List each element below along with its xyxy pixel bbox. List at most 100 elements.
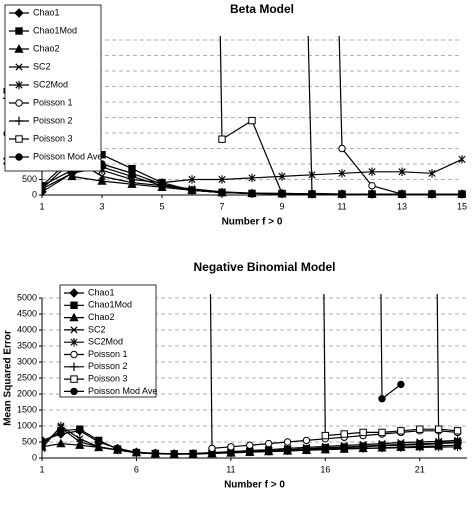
marker <box>321 431 330 440</box>
legend: Chao1 Chao1Mod Chao2 SC2 SC2Mod Poisson 1 Pois… <box>59 284 157 398</box>
x-axis-label: Number f > 0 <box>224 480 285 491</box>
chart-title: Beta Model <box>230 2 294 16</box>
marker <box>70 350 78 359</box>
marker <box>218 188 226 197</box>
x-axis-label: Number f > 0 <box>222 217 283 228</box>
marker <box>246 447 254 457</box>
x-tick-label: 9 <box>279 201 284 211</box>
legend-label: Poisson Mod Ave <box>88 386 157 396</box>
marker <box>69 362 79 371</box>
series <box>378 294 405 403</box>
marker <box>42 185 46 193</box>
x-tick-label: 13 <box>397 201 407 211</box>
legend-label: Chao1 <box>88 287 115 297</box>
legend-label: Chao1Mod <box>33 25 77 35</box>
marker <box>338 169 346 178</box>
marker <box>98 172 106 181</box>
marker <box>338 190 346 198</box>
marker <box>397 439 405 447</box>
y-tick-label: 3500 <box>17 340 37 350</box>
marker <box>378 428 386 437</box>
marker <box>42 441 46 449</box>
x-tick-label: 21 <box>415 464 425 474</box>
marker <box>132 448 141 458</box>
marker <box>321 445 329 454</box>
marker <box>368 182 376 190</box>
marker <box>434 425 443 433</box>
marker <box>398 190 406 198</box>
marker <box>128 169 136 178</box>
marker <box>453 427 462 435</box>
legend-label: Chao2 <box>88 312 115 322</box>
legend-label: SC2 <box>33 61 51 71</box>
y-tick-label: 3000 <box>17 356 37 366</box>
marker <box>378 395 386 403</box>
marker <box>15 135 23 143</box>
marker <box>453 436 462 445</box>
marker <box>95 442 103 451</box>
y-tick-label: 0 <box>32 189 37 199</box>
marker <box>248 173 256 183</box>
legend-label: Poisson 2 <box>88 361 128 371</box>
marker <box>14 8 24 18</box>
marker <box>458 190 466 198</box>
x-tick-label: 15 <box>457 201 467 211</box>
marker <box>189 449 197 459</box>
y-tick-label: 2500 <box>17 372 37 382</box>
chart-title: Negative Binomial Model <box>193 260 335 274</box>
marker <box>378 443 386 453</box>
marker <box>283 438 292 446</box>
marker <box>14 116 24 126</box>
x-tick-label: 5 <box>159 201 164 211</box>
marker <box>42 444 46 453</box>
y-tick-label: 500 <box>22 436 37 446</box>
marker <box>278 190 286 198</box>
y-axis-label: Mean Squared Error <box>3 330 14 426</box>
marker <box>368 167 376 176</box>
marker <box>170 449 178 459</box>
marker <box>397 427 405 435</box>
marker <box>265 447 273 456</box>
y-tick-label: 4000 <box>17 324 37 334</box>
x-tick-label: 11 <box>337 201 346 211</box>
marker <box>218 135 226 143</box>
marker <box>15 80 23 90</box>
marker <box>416 443 424 452</box>
marker <box>397 443 405 452</box>
legend-label: Poisson Mod Ave <box>33 151 102 161</box>
marker <box>368 190 376 198</box>
legend-label: Poisson 3 <box>88 373 128 383</box>
marker <box>70 338 78 347</box>
marker <box>14 44 24 53</box>
marker <box>359 428 367 437</box>
legend-label: SC2Mod <box>88 337 123 347</box>
marker <box>340 444 348 453</box>
marker <box>151 449 159 459</box>
marker <box>70 301 78 310</box>
marker <box>246 441 254 449</box>
legend-label: SC2Mod <box>33 79 68 89</box>
marker <box>208 444 216 453</box>
y-tick-label: 1000 <box>17 420 37 430</box>
marker <box>398 167 406 176</box>
legend: Chao1 Chao1Mod Chao2 SC2 SC2Mod Poisson 1 Pois… <box>4 4 102 172</box>
y-tick-label: 2000 <box>17 388 37 398</box>
legend-label: Poisson 1 <box>33 97 73 107</box>
x-tick-label: 11 <box>226 464 235 474</box>
marker <box>70 326 78 334</box>
x-tick-label: 7 <box>219 201 224 211</box>
marker <box>397 380 405 389</box>
legend-label: SC2 <box>88 324 106 334</box>
marker <box>15 99 23 107</box>
legend-label: Poisson 2 <box>33 115 73 125</box>
marker <box>56 438 66 448</box>
x-tick-label: 16 <box>320 464 330 474</box>
marker <box>69 288 79 298</box>
marker <box>227 443 235 451</box>
x-tick-label: 6 <box>134 464 139 474</box>
y-tick-label: 5000 <box>17 292 37 302</box>
marker <box>57 421 65 431</box>
marker <box>302 436 311 445</box>
marker <box>188 175 196 184</box>
